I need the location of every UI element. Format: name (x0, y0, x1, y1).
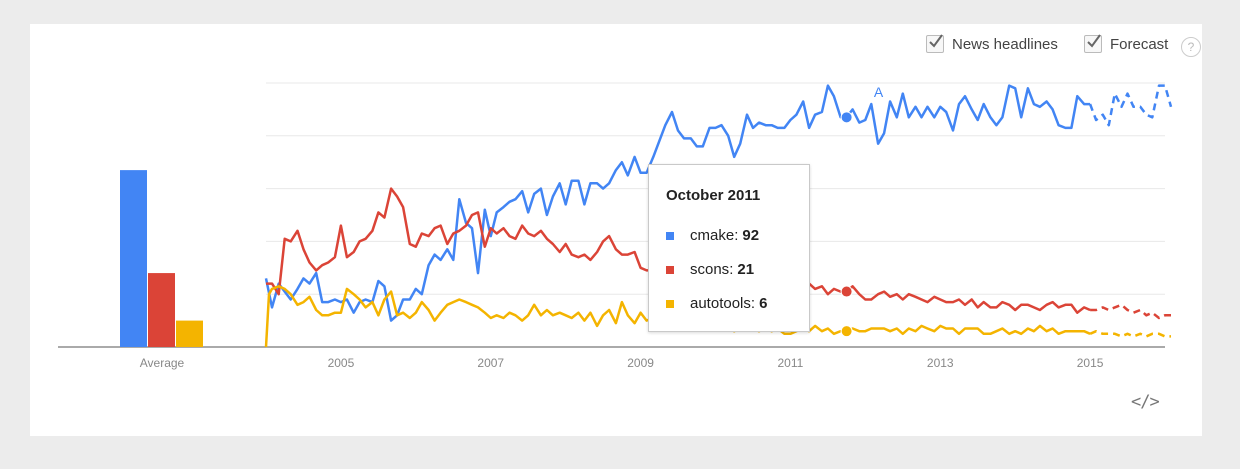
average-label: Average (140, 356, 185, 370)
average-bar-cmake (120, 170, 147, 347)
x-tick-label: 2015 (1077, 356, 1104, 370)
tooltip-title: October 2011 (666, 187, 761, 204)
checkmark-icon (929, 34, 943, 48)
trends-card: News headlines Forecast ? Average 2005 200… (30, 24, 1202, 436)
news-headlines-toggle[interactable]: News headlines (926, 34, 1058, 53)
news-marker-label: A (874, 84, 884, 100)
cmake-swatch (666, 231, 674, 240)
tooltip-series-name: scons (690, 261, 730, 278)
highlight-point-cmake (840, 111, 853, 124)
autotools-swatch (666, 299, 674, 308)
highlight-point-autotools (840, 325, 853, 338)
forecast-toggle[interactable]: Forecast (1084, 34, 1169, 53)
help-icon[interactable]: ? (1181, 37, 1201, 57)
news-headlines-checkbox[interactable] (926, 34, 944, 53)
x-tick-label: 2005 (328, 356, 355, 370)
tooltip-row-autotools: autotools: 6 (666, 295, 767, 312)
tooltip-series-value: 92 (742, 227, 760, 244)
series-line-cmake (264, 84, 1091, 322)
series-forecast-cmake (1088, 84, 1173, 127)
tooltip-series-name: cmake (690, 227, 735, 244)
tooltip-series-value: 6 (759, 295, 768, 312)
trends-chart: Average 2005 2007 2009 2011 2013 2015 A (58, 82, 1173, 370)
checkmark-icon (1087, 34, 1101, 48)
tooltip-series-value: 21 (737, 261, 755, 278)
x-tick-label: 2009 (627, 356, 654, 370)
highlight-point-scons (840, 285, 853, 298)
data-tooltip: October 2011 cmake: 92 scons: 21 autotoo… (648, 164, 810, 332)
forecast-checkbox[interactable] (1084, 34, 1102, 53)
news-headlines-label: News headlines (952, 35, 1058, 53)
average-bar-scons (148, 273, 175, 347)
embed-code-icon[interactable]: </> (1131, 392, 1160, 412)
x-tick-label: 2013 (927, 356, 954, 370)
series-forecast-autotools (1089, 329, 1171, 338)
tooltip-series-name: autotools (690, 295, 751, 312)
average-bar-autotools (176, 320, 203, 347)
series-forecast-scons (1090, 303, 1171, 320)
x-tick-label: 2007 (477, 356, 504, 370)
x-tick-label: 2011 (778, 356, 804, 370)
tooltip-row-scons: scons: 21 (666, 261, 754, 278)
forecast-label: Forecast (1110, 35, 1169, 53)
scons-swatch (666, 265, 674, 274)
tooltip-row-cmake: cmake: 92 (666, 227, 759, 244)
